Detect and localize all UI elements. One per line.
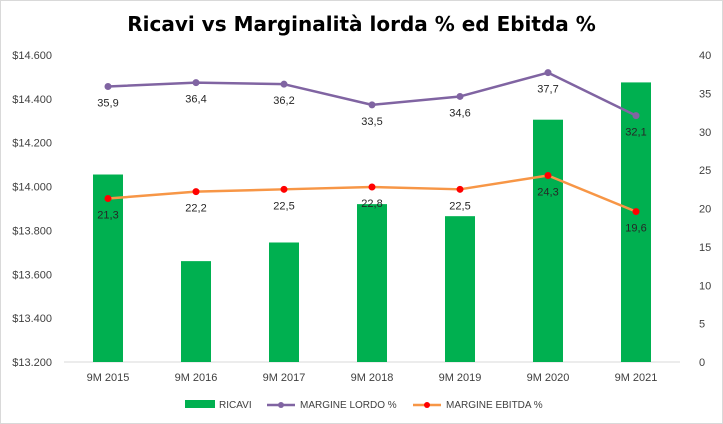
x-tick-label: 9M 2019	[439, 372, 482, 384]
y-tick-label-right: 10	[699, 280, 711, 292]
data-point	[544, 69, 552, 77]
data-point	[456, 92, 464, 100]
y-tick-label-right: 40	[699, 50, 711, 62]
y-tick-label-right: 15	[699, 242, 711, 254]
x-tick-label: 9M 2021	[615, 372, 658, 384]
bar	[445, 216, 475, 362]
legend-label: MARGINE LORDO %	[300, 400, 397, 411]
legend-marker	[278, 402, 284, 408]
data-label: 24,3	[537, 186, 558, 198]
y-tick-label-right: 30	[699, 127, 711, 139]
x-tick-label: 9M 2018	[351, 372, 394, 384]
y-tick-label-left: $14.000	[12, 182, 52, 194]
y-tick-label-left: $14.600	[12, 50, 52, 62]
data-label: 22,5	[449, 200, 470, 212]
y-tick-label-right: 0	[699, 357, 705, 369]
plot-area: $13.200 $13.400 $13.600 $13.800 $14.000 $14.2…	[12, 50, 711, 384]
bar	[269, 242, 299, 362]
y-tick-label-left: $13.800	[12, 225, 52, 237]
x-tick-label: 9M 2016	[175, 372, 218, 384]
data-label: 36,2	[273, 95, 294, 107]
data-point	[280, 185, 288, 193]
data-point	[456, 185, 464, 193]
data-point	[368, 183, 376, 191]
y-tick-label-right: 25	[699, 165, 711, 177]
data-point	[104, 82, 112, 90]
data-label: 35,9	[97, 97, 118, 109]
data-point	[104, 195, 112, 203]
chart-title: Ricavi vs Marginalità lorda % ed Ebitda …	[127, 12, 596, 36]
x-tick-label: 9M 2015	[87, 372, 130, 384]
bar	[93, 174, 123, 362]
x-tick-label: 9M 2020	[527, 372, 570, 384]
data-label: 22,8	[361, 198, 382, 210]
bar	[621, 82, 651, 363]
y-tick-label-left: $13.400	[12, 313, 52, 325]
y-tick-label-right: 35	[699, 88, 711, 100]
data-point	[544, 171, 552, 179]
data-label: 22,2	[185, 203, 206, 215]
x-tick-label: 9M 2017	[263, 372, 306, 384]
legend-label: MARGINE EBITDA %	[446, 400, 543, 411]
bar	[533, 119, 563, 362]
legend-swatch	[185, 400, 215, 408]
data-point	[192, 188, 200, 196]
data-label: 21,3	[97, 210, 118, 222]
data-label: 36,4	[185, 94, 206, 106]
data-point	[632, 208, 640, 216]
data-point	[368, 101, 376, 109]
data-point	[192, 79, 200, 87]
bar	[181, 261, 211, 362]
y-tick-label-left: $14.200	[12, 138, 52, 150]
y-tick-label-left: $13.600	[12, 269, 52, 281]
data-label: 33,5	[361, 116, 382, 128]
bar	[357, 204, 387, 362]
y-tick-label-right: 5	[699, 319, 705, 331]
data-label: 32,1	[625, 127, 646, 139]
legend-marker	[424, 402, 430, 408]
data-label: 37,7	[537, 84, 558, 96]
legend-label: RICAVI	[219, 400, 252, 411]
chart-legend: RICAVI MARGINE LORDO % MARGINE EBITDA %	[185, 400, 543, 411]
y-tick-label-left: $14.400	[12, 94, 52, 106]
data-point	[632, 112, 640, 120]
y-tick-label-right: 20	[699, 204, 711, 216]
data-label: 22,5	[273, 200, 294, 212]
y-tick-label-left: $13.200	[12, 357, 52, 369]
data-point	[280, 80, 288, 88]
data-label: 19,6	[625, 223, 646, 235]
data-label: 34,6	[449, 107, 470, 119]
